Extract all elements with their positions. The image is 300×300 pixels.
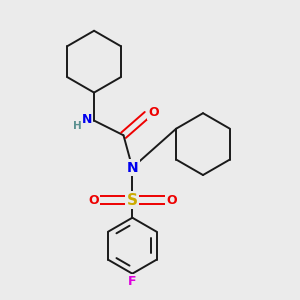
Text: H: H xyxy=(74,121,82,131)
Text: O: O xyxy=(88,194,99,207)
Text: O: O xyxy=(166,194,176,207)
Text: N: N xyxy=(82,112,92,126)
Text: F: F xyxy=(128,274,136,287)
Text: O: O xyxy=(148,106,159,119)
Text: N: N xyxy=(127,161,138,175)
Text: S: S xyxy=(127,193,138,208)
